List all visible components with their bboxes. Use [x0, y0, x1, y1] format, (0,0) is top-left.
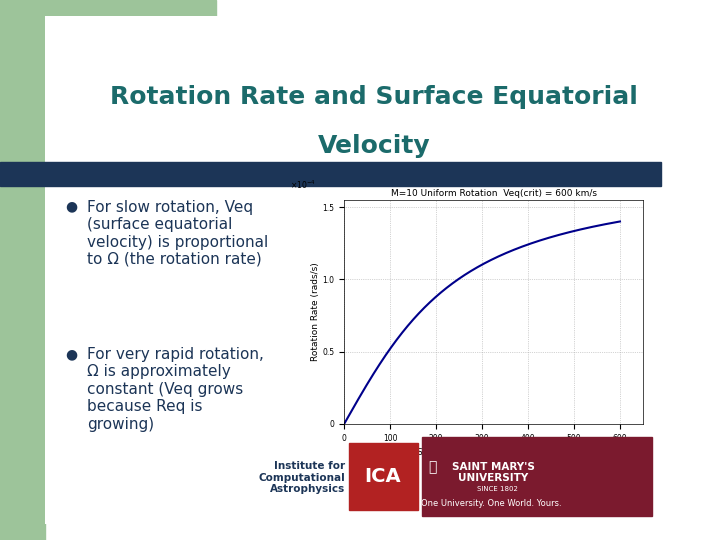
Text: SAINT MARY'S: SAINT MARY'S — [451, 462, 535, 472]
Text: For very rapid rotation,
Ω is approximately
constant (Veq grows
because Req is
g: For very rapid rotation, Ω is approximat… — [86, 347, 264, 431]
Text: ●: ● — [65, 200, 77, 214]
X-axis label: Surface Equatorial Velocity (km/s): Surface Equatorial Velocity (km/s) — [417, 448, 570, 457]
Text: SINCE 1802: SINCE 1802 — [477, 485, 518, 492]
Text: One University. One World. Yours.: One University. One World. Yours. — [420, 499, 562, 508]
Text: UNIVERSITY: UNIVERSITY — [458, 473, 528, 483]
Text: Institute for
Computational
Astrophysics: Institute for Computational Astrophysics — [259, 461, 346, 495]
Text: ⛨: ⛨ — [428, 460, 436, 474]
Text: ICA: ICA — [365, 467, 401, 486]
Text: $\times 10^{-4}$: $\times 10^{-4}$ — [290, 178, 316, 191]
Text: Velocity: Velocity — [318, 134, 431, 158]
Title: M=10 Uniform Rotation  Veq(crit) = 600 km/s: M=10 Uniform Rotation Veq(crit) = 600 km… — [390, 188, 597, 198]
Text: Rotation Rate and Surface Equatorial: Rotation Rate and Surface Equatorial — [110, 85, 639, 109]
Y-axis label: Rotation Rate (rads/s): Rotation Rate (rads/s) — [310, 262, 320, 361]
Text: ●: ● — [65, 347, 77, 361]
Text: For slow rotation, Veq
(surface equatorial
velocity) is proportional
to Ω (the r: For slow rotation, Veq (surface equatori… — [86, 200, 268, 267]
